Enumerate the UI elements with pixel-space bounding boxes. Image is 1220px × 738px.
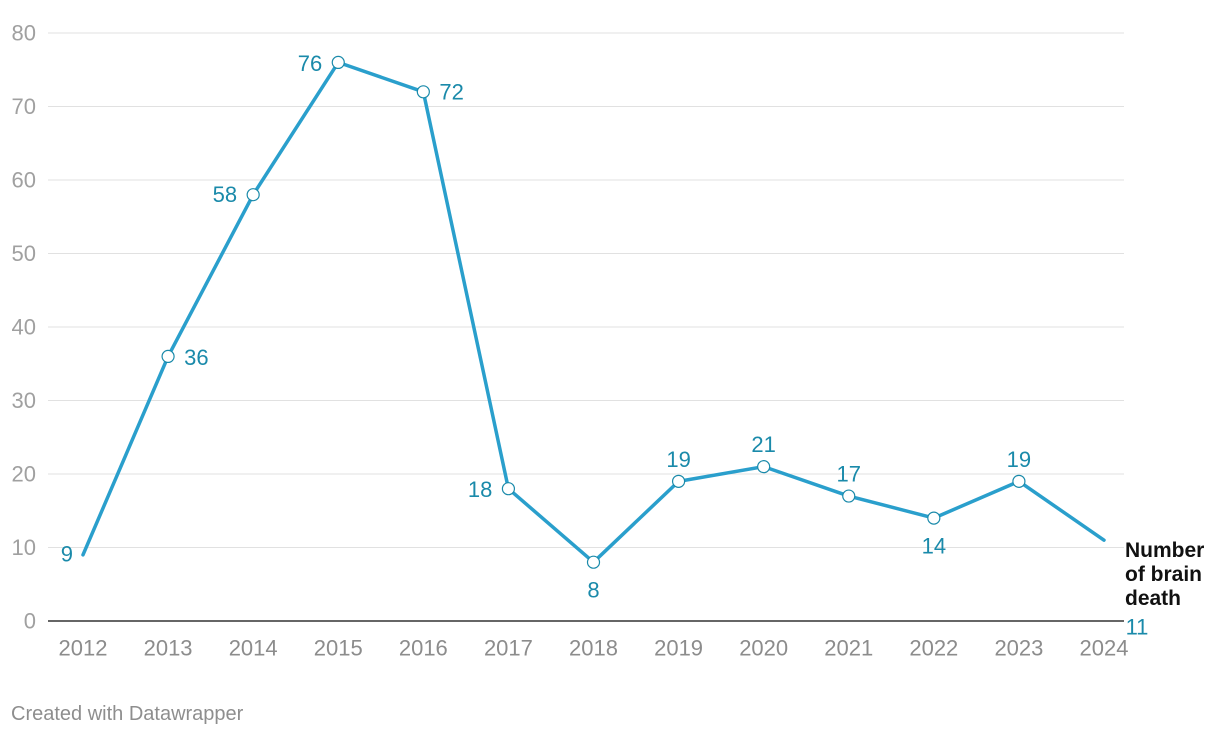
data-label: 11 [1126,615,1149,640]
x-tick-label: 2024 [1080,636,1129,661]
x-tick-label: 2015 [314,636,363,661]
data-label: 19 [1007,447,1031,472]
data-point [416,85,430,99]
y-tick-label: 50 [12,241,36,266]
x-axis-ticks: 2012 2013 2014 2015 2016 2017 2018 2019 2020 2021… [59,636,1129,661]
x-tick-label: 2013 [144,636,193,661]
x-tick-label: 2012 [59,636,108,661]
series-name-label: Number of brain death [1125,539,1204,610]
x-tick-label: 2020 [739,636,788,661]
data-point [927,511,941,525]
y-tick-label: 10 [12,535,36,560]
x-tick-label: 2016 [399,636,448,661]
data-point [586,555,601,569]
data-label: 17 [837,462,861,487]
data-label: 8 [587,578,599,603]
y-tick-label: 20 [12,462,36,487]
x-tick-label: 2021 [824,636,873,661]
data-point [842,489,856,503]
point-markers [161,55,1026,569]
y-tick-label: 40 [12,315,36,340]
x-tick-label: 2014 [229,636,278,661]
data-label: 18 [468,477,492,502]
data-label: 19 [666,447,690,472]
series-line-group [81,60,1106,564]
x-tick-label: 2022 [909,636,958,661]
data-label: 21 [751,432,775,457]
y-tick-label: 70 [12,94,36,119]
x-tick-label: 2017 [484,636,533,661]
data-labels: 9 36 58 76 72 18 8 19 21 17 14 19 11 [61,51,1149,640]
data-point [1012,474,1026,488]
x-tick-label: 2018 [569,636,618,661]
x-tick-label: 2019 [654,636,703,661]
y-tick-label: 80 [12,21,36,46]
data-label: 36 [184,345,208,370]
data-point [331,55,345,70]
y-axis-ticks: 0 10 20 30 40 50 60 70 80 [12,21,36,634]
data-point [246,188,260,202]
data-point [501,482,516,496]
y-tick-label: 0 [24,609,36,634]
y-tick-label: 60 [12,168,36,193]
data-point [757,460,771,474]
data-label: 72 [439,79,463,104]
data-label: 76 [298,51,322,76]
data-point [671,474,686,488]
x-tick-label: 2023 [994,636,1043,661]
credit-text: Created with Datawrapper [11,703,244,725]
series-name-label: Number of brain death [1125,539,1204,610]
y-tick-label: 30 [12,388,36,413]
data-label: 14 [922,534,946,559]
data-label: 9 [61,541,73,566]
grid-lines [48,32,1124,622]
data-point [161,349,175,363]
data-label: 58 [213,182,237,207]
series-line [81,60,1106,564]
